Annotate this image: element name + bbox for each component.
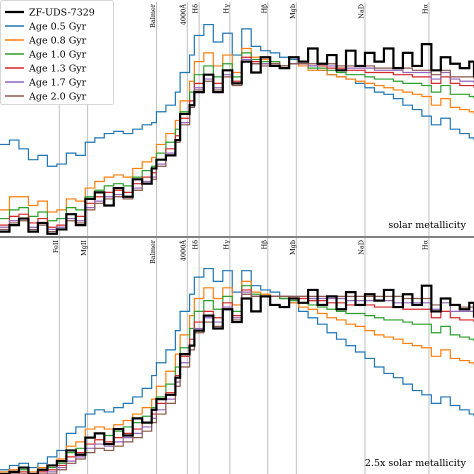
line-marker-label: Mgb bbox=[289, 240, 297, 255]
legend-entry-label: Age 1.0 Gyr bbox=[28, 50, 87, 61]
panel-label: solar metallicity bbox=[388, 220, 466, 231]
legend-box bbox=[0, 0, 114, 105]
line-marker-label: FeII bbox=[52, 240, 60, 254]
line-marker-label: Hβ bbox=[260, 4, 268, 14]
legend-entry-label: Age 0.8 Gyr bbox=[28, 36, 87, 47]
line-marker-label: NaD bbox=[357, 4, 365, 19]
line-marker-label: Hδ bbox=[192, 4, 200, 14]
series-line bbox=[0, 284, 474, 474]
series-line bbox=[0, 43, 474, 235]
line-marker-label: Balmer bbox=[149, 3, 157, 28]
line-marker-label: Hβ bbox=[260, 240, 268, 250]
line-marker-label: NaD bbox=[357, 240, 365, 255]
line-marker-label: 4000Å bbox=[179, 240, 188, 262]
panel-solar-metallicity: Balmer 4000Å Hδ Hγ Hβ Mgb NaD Hα solar metallici… bbox=[0, 2, 474, 236]
line-marker-label: Hα bbox=[421, 3, 429, 14]
panel-2.5x-solar-metallicity: FeII MgII Balmer 4000Å Hδ Hγ Hβ Mgb NaD Hα 2.5x so… bbox=[0, 238, 474, 474]
line-marker-label: Balmer bbox=[149, 239, 157, 264]
line-marker-label: Hδ bbox=[192, 240, 200, 250]
series-line bbox=[0, 280, 474, 473]
legend-entry-label: Age 1.7 Gyr bbox=[28, 78, 87, 89]
line-marker-label: Hγ bbox=[222, 4, 230, 14]
legend: ZF-UDS-7329 Age 0.5 Gyr Age 0.8 Gyr Age 1.0… bbox=[0, 0, 114, 105]
legend-entry-label: Age 1.3 Gyr bbox=[28, 64, 87, 75]
line-marker-label: Hα bbox=[421, 239, 429, 250]
panel-label: 2.5x solar metallicity bbox=[365, 458, 467, 469]
series-line bbox=[0, 285, 474, 474]
legend-entry-label: ZF-UDS-7329 bbox=[29, 8, 95, 19]
line-marker-label: 4000Å bbox=[179, 4, 188, 26]
legend-entry-label: Age 0.5 Gyr bbox=[28, 22, 87, 33]
series-line bbox=[0, 52, 474, 222]
line-marker-label: MgII bbox=[80, 240, 88, 256]
line-marker-label: Mgb bbox=[289, 4, 297, 19]
line-marker-label: Hγ bbox=[222, 240, 230, 250]
legend-entry-label: Age 2.0 Gyr bbox=[28, 92, 87, 103]
